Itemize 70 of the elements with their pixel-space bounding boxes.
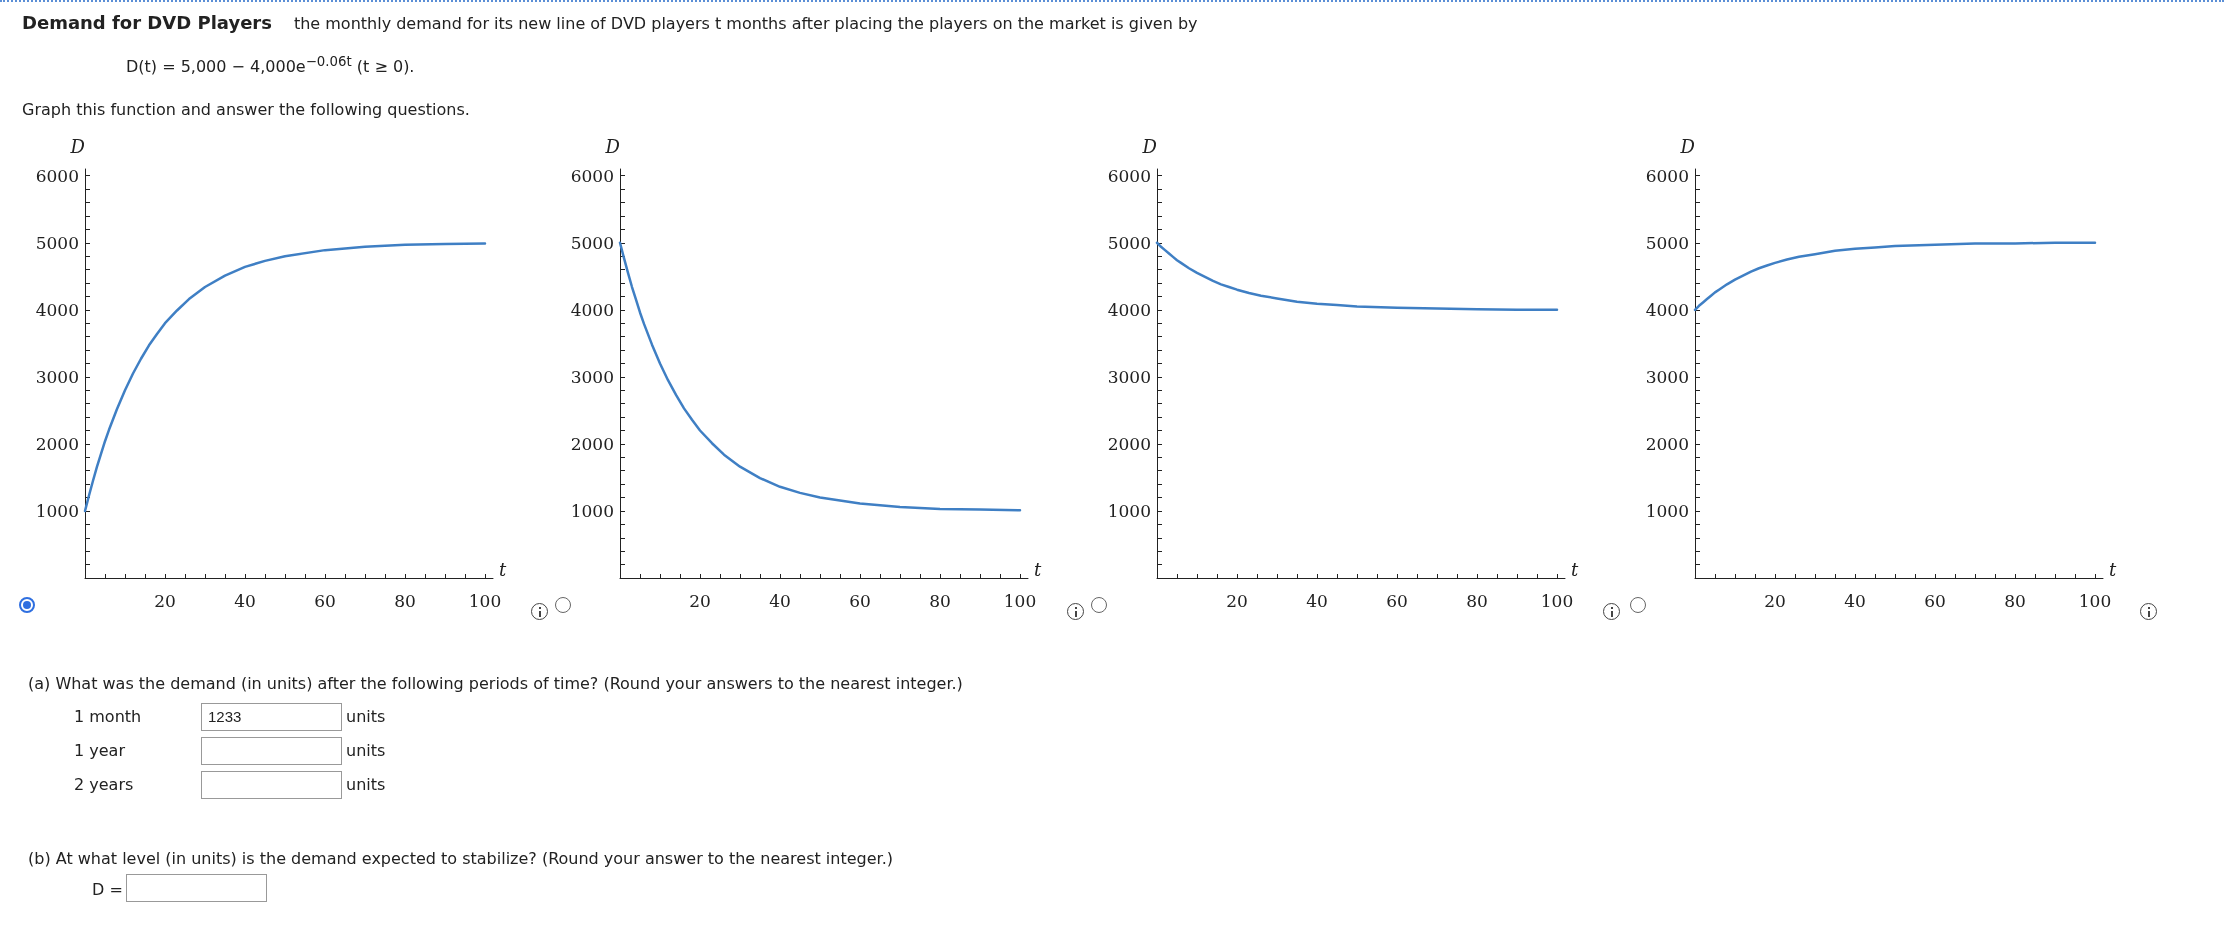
- y-axis-title: D: [1141, 135, 1158, 157]
- text-field[interactable]: 1233: [201, 703, 342, 731]
- x-axis-title: t: [1034, 558, 1042, 580]
- x-tick-label: 40: [1306, 590, 1328, 611]
- x-tick-label: 40: [234, 590, 256, 611]
- y-tick-label: 6000: [1107, 165, 1151, 186]
- x-tick-label: 100: [2078, 590, 2112, 611]
- x-tick-label: 60: [1924, 590, 1946, 611]
- x-tick-label: 20: [1226, 590, 1248, 611]
- line-series: [618, 241, 1022, 512]
- y-tick-label: 2000: [1107, 433, 1151, 454]
- y-tick-label: 1000: [1107, 500, 1151, 521]
- y-tick-label: 5000: [570, 232, 614, 253]
- y-tick-label: 4000: [1645, 299, 1689, 320]
- x-tick-label: 80: [929, 590, 951, 611]
- y-tick-label: 1000: [35, 500, 79, 521]
- text: Graph this function and answer the following questions.: [22, 100, 470, 119]
- line-series: [1693, 241, 2097, 312]
- y-tick-label: 6000: [35, 165, 79, 186]
- x-tick-label: 80: [1466, 590, 1488, 611]
- y-tick-label: 3000: [1645, 366, 1689, 387]
- y-tick-label: 2000: [1645, 433, 1689, 454]
- y-tick-label: 4000: [570, 299, 614, 320]
- y-tick-label: 4000: [35, 299, 79, 320]
- x-tick-label: 80: [394, 590, 416, 611]
- text: D =: [92, 880, 123, 899]
- x-tick-label: 80: [2004, 590, 2026, 611]
- text: Demand for DVD Players: [22, 12, 272, 33]
- y-axis-title: D: [604, 135, 621, 157]
- x-tick-label: 20: [689, 590, 711, 611]
- x-tick-label: 60: [1386, 590, 1408, 611]
- text: D(t) = 5,000 − 4,000e$^{−0.06t}$ (t ≥ 0).: [126, 54, 415, 77]
- x-axis-title: t: [499, 558, 507, 580]
- x-tick-label: 100: [1540, 590, 1574, 611]
- y-tick-label: 6000: [1645, 165, 1689, 186]
- line-series: [83, 242, 487, 513]
- text: 2 years: [74, 775, 134, 794]
- y-axis-title: D: [1679, 135, 1696, 157]
- y-tick-label: 3000: [570, 366, 614, 387]
- x-tick-label: 20: [154, 590, 176, 611]
- y-tick-label: 3000: [1107, 366, 1151, 387]
- x-tick-label: 100: [468, 590, 502, 611]
- y-tick-label: 5000: [1645, 232, 1689, 253]
- y-tick-label: 3000: [35, 366, 79, 387]
- x-tick-label: 40: [1844, 590, 1866, 611]
- text: (a) What was the demand (in units) after the following periods of time? (Round your answers to the nearest integer.): [28, 674, 963, 693]
- y-tick-label: 4000: [1107, 299, 1151, 320]
- x-tick-label: 20: [1764, 590, 1786, 611]
- x-tick-label: 60: [849, 590, 871, 611]
- text: units: [346, 741, 386, 760]
- text: 1 year: [74, 741, 125, 760]
- text: the monthly demand for its new line of DVD players t months after placing the players on the market is given by: [293, 14, 1198, 33]
- y-tick-label: 5000: [1107, 232, 1151, 253]
- y-tick-label: 1000: [570, 500, 614, 521]
- text: units: [346, 707, 386, 726]
- y-axis-title: D: [69, 135, 86, 157]
- x-tick-label: 100: [1003, 590, 1037, 611]
- x-tick-label: 60: [314, 590, 336, 611]
- line-series: [1155, 241, 1559, 312]
- text: 1 month: [74, 707, 142, 726]
- y-tick-label: 2000: [35, 433, 79, 454]
- x-axis-title: t: [1571, 558, 1579, 580]
- text: (b) At what level (in units) is the demand expected to stabilize? (Round your answer to the nearest integer.): [28, 849, 893, 868]
- y-tick-label: 1000: [1645, 500, 1689, 521]
- y-tick-label: 5000: [35, 232, 79, 253]
- x-tick-label: 40: [769, 590, 791, 611]
- x-axis-title: t: [2109, 558, 2117, 580]
- y-tick-label: 6000: [570, 165, 614, 186]
- text: units: [346, 775, 386, 794]
- y-tick-label: 2000: [570, 433, 614, 454]
